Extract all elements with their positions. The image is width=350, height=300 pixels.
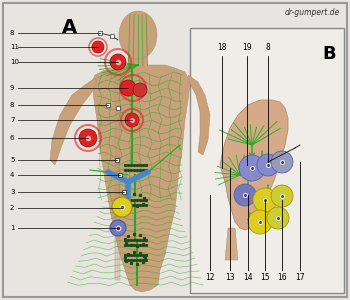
Bar <box>128 50 146 72</box>
Polygon shape <box>225 228 238 260</box>
Text: 4: 4 <box>10 172 14 178</box>
Bar <box>190 28 344 293</box>
Circle shape <box>253 188 277 212</box>
Text: 11: 11 <box>10 44 19 50</box>
Polygon shape <box>115 68 120 280</box>
Text: B: B <box>322 45 336 63</box>
Circle shape <box>110 54 126 70</box>
Text: 2: 2 <box>10 205 14 211</box>
Text: 14: 14 <box>243 274 253 283</box>
Polygon shape <box>92 65 190 292</box>
Text: 8: 8 <box>266 44 270 52</box>
Circle shape <box>133 83 147 97</box>
Text: 8: 8 <box>10 30 14 36</box>
Text: 1: 1 <box>10 225 14 231</box>
Text: 17: 17 <box>295 274 305 283</box>
Text: 9: 9 <box>10 85 14 91</box>
Text: 12: 12 <box>205 274 215 283</box>
Text: 7: 7 <box>10 117 14 123</box>
Polygon shape <box>220 100 288 230</box>
Text: 5: 5 <box>10 157 14 163</box>
Circle shape <box>112 197 132 217</box>
Text: 15: 15 <box>260 274 270 283</box>
Circle shape <box>248 210 272 234</box>
Text: 6: 6 <box>10 135 14 141</box>
Polygon shape <box>50 78 97 165</box>
Text: dr-gumpert.de: dr-gumpert.de <box>285 8 340 17</box>
Circle shape <box>257 154 279 176</box>
Text: 13: 13 <box>225 274 235 283</box>
Text: 10: 10 <box>10 59 19 65</box>
Circle shape <box>110 220 126 236</box>
Circle shape <box>267 207 289 229</box>
Text: 19: 19 <box>242 44 252 52</box>
Circle shape <box>79 129 97 147</box>
Polygon shape <box>188 75 210 155</box>
Text: 16: 16 <box>277 274 287 283</box>
Circle shape <box>234 184 256 206</box>
Circle shape <box>271 185 293 207</box>
Circle shape <box>120 80 136 96</box>
Text: 3: 3 <box>10 189 14 195</box>
Circle shape <box>239 155 265 181</box>
Circle shape <box>271 151 293 173</box>
Text: 18: 18 <box>217 44 227 52</box>
Circle shape <box>92 41 104 53</box>
Text: A: A <box>62 18 77 37</box>
Circle shape <box>125 113 139 127</box>
Text: 8: 8 <box>10 102 14 108</box>
Ellipse shape <box>119 11 157 59</box>
